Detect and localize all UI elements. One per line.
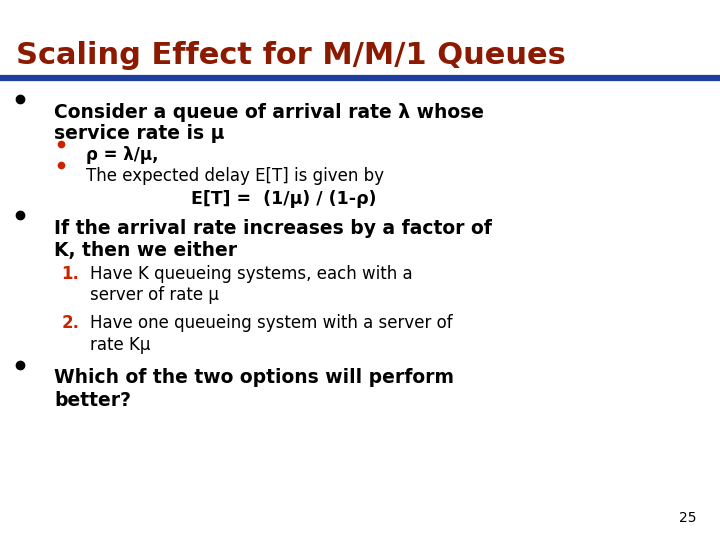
Text: Have K queueing systems, each with a: Have K queueing systems, each with a xyxy=(90,265,413,282)
Text: 2.: 2. xyxy=(61,314,79,332)
Text: better?: better? xyxy=(54,392,131,410)
Text: E[T] =  (1/μ) / (1-ρ): E[T] = (1/μ) / (1-ρ) xyxy=(191,190,377,208)
Text: rate Kμ: rate Kμ xyxy=(90,336,150,354)
Text: Consider a queue of arrival rate λ whose: Consider a queue of arrival rate λ whose xyxy=(54,103,484,122)
Text: ρ = λ/μ,: ρ = λ/μ, xyxy=(86,146,159,164)
Text: Which of the two options will perform: Which of the two options will perform xyxy=(54,368,454,387)
Text: 25: 25 xyxy=(680,511,697,525)
Text: 1.: 1. xyxy=(61,265,79,282)
Text: If the arrival rate increases by a factor of: If the arrival rate increases by a facto… xyxy=(54,219,492,238)
Text: K, then we either: K, then we either xyxy=(54,241,237,260)
Text: service rate is μ: service rate is μ xyxy=(54,124,225,143)
Text: server of rate μ: server of rate μ xyxy=(90,286,219,304)
Text: Scaling Effect for M/M/1 Queues: Scaling Effect for M/M/1 Queues xyxy=(16,40,566,70)
Text: The expected delay E[T] is given by: The expected delay E[T] is given by xyxy=(86,167,384,185)
Text: Have one queueing system with a server of: Have one queueing system with a server o… xyxy=(90,314,453,332)
